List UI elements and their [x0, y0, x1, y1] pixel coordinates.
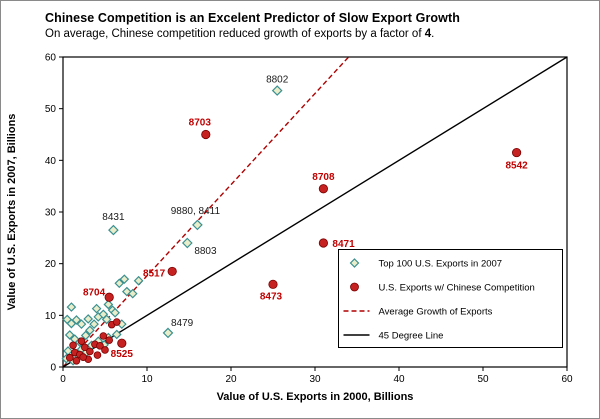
- data-point-diamond: [85, 325, 95, 336]
- data-point-circle: [318, 184, 328, 194]
- y-tick-label: 0: [50, 363, 56, 374]
- x-tick-label: 0: [60, 374, 66, 385]
- data-point-circle: [96, 342, 104, 350]
- data-point-circle: [81, 343, 89, 352]
- point-label: 9880, 8411: [171, 206, 221, 217]
- data-point-diamond: [101, 314, 112, 325]
- y-tick-label: 40: [45, 156, 57, 167]
- x-axis-title: Value of U.S. Exports in 2000, Billions: [217, 391, 414, 403]
- data-point-circle: [72, 356, 81, 365]
- point-label: 8431: [102, 212, 125, 223]
- data-point-diamond: [71, 315, 82, 325]
- y-tick-label: 10: [45, 311, 57, 322]
- point-label: 8471: [332, 239, 355, 250]
- data-point-circle: [112, 318, 121, 326]
- point-label: 8517: [143, 268, 166, 279]
- point-label: 8542: [505, 161, 528, 172]
- data-point-diamond: [119, 274, 130, 285]
- y-tick-label: 60: [45, 53, 57, 64]
- data-point-circle: [105, 336, 113, 344]
- chart-subtitle-text: On average, Chinese competition reduced …: [45, 28, 425, 40]
- legend-label: 45 Degree Line: [379, 331, 444, 342]
- data-point-diamond: [89, 319, 99, 329]
- chart-subtitle-period: .: [431, 28, 435, 40]
- chart-subtitle: On average, Chinese competition reduced …: [45, 28, 434, 40]
- data-point-circle: [104, 292, 114, 302]
- x-tick-label: 40: [393, 374, 405, 385]
- data-point-diamond: [192, 219, 203, 231]
- data-point-diamond: [110, 307, 120, 318]
- data-point-diamond: [162, 327, 174, 339]
- data-point-circle: [77, 337, 86, 345]
- data-point-diamond: [103, 299, 114, 310]
- x-tick-label: 20: [225, 374, 237, 385]
- data-point-diamond: [114, 278, 125, 289]
- legend-label: Average Growth of Exports: [379, 307, 493, 318]
- x-tick-label: 50: [477, 374, 489, 385]
- legend-label: U.S. Exports w/ Chinese Competition: [379, 283, 535, 294]
- y-tick-label: 30: [45, 208, 57, 219]
- x-tick-label: 30: [309, 374, 321, 385]
- legend-circle-icon: [350, 282, 359, 292]
- data-point-circle: [268, 279, 278, 289]
- data-point-diamond: [121, 286, 132, 297]
- point-label: 8479: [171, 318, 194, 329]
- x-tick-label: 10: [141, 374, 153, 385]
- data-point-circle: [79, 353, 87, 361]
- data-point-diamond: [66, 302, 77, 312]
- data-point-circle: [167, 266, 177, 277]
- point-label: 8703: [189, 118, 212, 129]
- forty-five-degree-line: [62, 56, 568, 368]
- data-point-diamond: [83, 314, 94, 324]
- y-tick-label: 20: [45, 259, 57, 270]
- y-axis-title: Value of U.S. Exports in 2007, Billions: [6, 114, 18, 311]
- point-label: 8708: [312, 172, 335, 183]
- data-point-diamond: [181, 237, 193, 249]
- x-tick-label: 60: [561, 374, 573, 385]
- data-point-circle: [69, 341, 77, 350]
- data-point-circle: [511, 147, 522, 158]
- data-point-circle: [117, 338, 127, 348]
- data-point-diamond: [111, 329, 122, 340]
- data-point-circle: [86, 347, 94, 356]
- data-point-diamond: [108, 224, 119, 236]
- data-point-circle: [99, 332, 108, 340]
- chart-title: Chinese Competition is an Excelent Predi…: [45, 11, 460, 25]
- legend: [338, 249, 563, 348]
- data-point-circle: [318, 238, 328, 248]
- data-point-diamond: [80, 330, 91, 341]
- point-label: 8525: [111, 349, 134, 360]
- data-point-circle: [65, 353, 74, 362]
- point-label: 8473: [260, 291, 283, 302]
- data-point-diamond: [127, 288, 138, 299]
- scatter-chart: 0 10 20 30 40 50 60 0 10 20 30 40 50 60 Value of U.S. …: [6, 53, 573, 404]
- point-label: 8704: [83, 287, 106, 298]
- data-point-circle: [201, 129, 211, 140]
- y-tick-label: 50: [45, 104, 57, 115]
- data-point-diamond: [64, 330, 75, 340]
- legend-label: Top 100 U.S. Exports in 2007: [379, 259, 503, 270]
- average-growth-line: [62, 56, 350, 368]
- data-point-diamond: [133, 275, 144, 286]
- data-point-diamond: [271, 85, 283, 96]
- data-point-circle: [101, 346, 109, 354]
- legend-diamond-icon: [349, 258, 360, 268]
- chart-subtitle-factor: 4: [424, 28, 432, 40]
- data-point-circle: [93, 351, 102, 359]
- data-point-diamond: [91, 303, 102, 314]
- point-label: 8802: [266, 75, 289, 86]
- data-point-diamond: [76, 319, 87, 329]
- point-label: 8803: [194, 246, 217, 257]
